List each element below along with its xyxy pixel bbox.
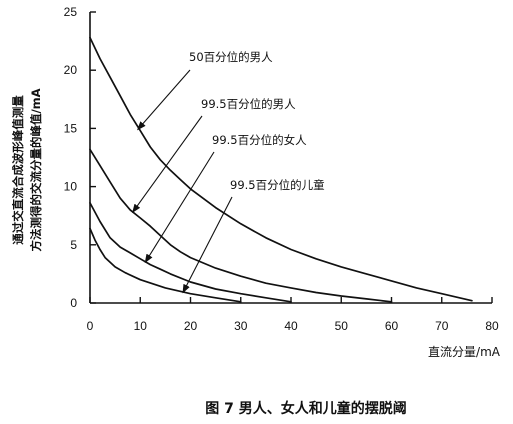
series-annotation-label: 99.5百分位的男人 xyxy=(201,97,296,111)
x-tick-label: 70 xyxy=(435,319,449,333)
annotations-layer: 50百分位的男人 99.5百分位的男人 99.5百分位的女人 99.5百分位的儿童 xyxy=(132,50,325,294)
x-tick-label: 10 xyxy=(134,319,148,333)
x-tick-label: 30 xyxy=(234,319,248,333)
x-tick-label: 0 xyxy=(87,319,94,333)
series-layer xyxy=(89,36,473,303)
x-tick-label: 40 xyxy=(284,319,298,333)
y-tick-label: 15 xyxy=(64,121,78,135)
y-tick-label: 5 xyxy=(70,238,77,252)
series-annotation-label: 99.5百分位的儿童 xyxy=(230,178,325,192)
x-tick-label: 20 xyxy=(184,319,198,333)
annotation-arrow xyxy=(132,115,203,214)
y-tick-label: 0 xyxy=(70,296,77,310)
x-axis-label: 直流分量/mA xyxy=(428,345,501,359)
y-axis-label-line-2: 方法测得的交流分量的峰值/mA xyxy=(29,88,43,251)
series-annotation-label: 50百分位的男人 xyxy=(189,50,273,64)
axes: 0 5 10 15 20 25 0 10 20 30 40 50 60 70 80 xyxy=(64,5,499,333)
y-tick-label: 10 xyxy=(64,180,78,194)
y-tick-label: 25 xyxy=(64,5,78,19)
annotation-arrow xyxy=(137,69,191,131)
x-tick-label: 80 xyxy=(485,319,499,333)
annotation-arrow xyxy=(182,196,233,294)
annotation-arrow xyxy=(144,151,215,264)
x-tick-label: 50 xyxy=(335,319,349,333)
series-line-2 xyxy=(89,202,292,303)
series-line-3 xyxy=(89,227,242,303)
series-line-1 xyxy=(89,148,393,303)
figure-caption: 图 7 男人、女人和儿童的摆脱阈 xyxy=(205,400,407,417)
y-axis-label-line-1: 通过交直流合成波形峰值测量 xyxy=(11,95,25,245)
series-annotation-label: 99.5百分位的女人 xyxy=(212,133,307,147)
x-tick-label: 60 xyxy=(385,319,399,333)
series-line-0 xyxy=(89,36,473,302)
y-tick-label: 20 xyxy=(64,63,78,77)
